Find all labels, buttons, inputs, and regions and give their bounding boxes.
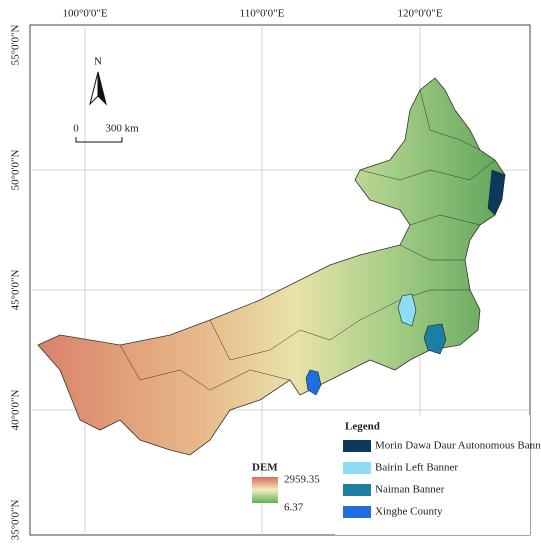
north-label: N (94, 56, 102, 68)
legend-label: Xinghe County (375, 506, 443, 518)
lat-label: 35°0'0"N (10, 500, 22, 541)
lat-label: 45°0'0"N (10, 270, 22, 311)
north-arrow (89, 71, 107, 106)
scale-end: 300 km (105, 123, 139, 135)
legend-swatch (343, 484, 371, 496)
legend-title: Legend (345, 421, 380, 433)
legend-swatch (343, 462, 371, 474)
dem-title: DEM (252, 462, 278, 474)
lat-label: 40°0'0"N (10, 390, 22, 431)
legend-items: Morin Dawa Daur Autonomous Banner Bairin … (343, 440, 541, 518)
lon-label: 120°0'0"E (397, 8, 442, 20)
lon-label: 110°0'0"E (240, 8, 285, 20)
legend-label: Morin Dawa Daur Autonomous Banner (375, 440, 541, 452)
legend-swatch (343, 440, 371, 452)
dem-high: 2959.35 (284, 474, 320, 486)
lat-label: 55°0'0"N (10, 25, 22, 66)
dem-low: 6.37 (284, 502, 304, 514)
county-boundaries (119, 89, 496, 391)
legend-swatch (343, 506, 371, 518)
lon-label: 100°0'0"E (62, 8, 107, 20)
scale-start: 0 (73, 123, 79, 135)
scale-bar (75, 137, 123, 143)
dem-ramp (252, 477, 278, 503)
highlighted-counties (305, 169, 506, 396)
legend-label: Naiman Banner (375, 484, 445, 496)
legend-label: Bairin Left Banner (375, 462, 458, 474)
lat-label: 50°0'0"N (10, 150, 22, 191)
